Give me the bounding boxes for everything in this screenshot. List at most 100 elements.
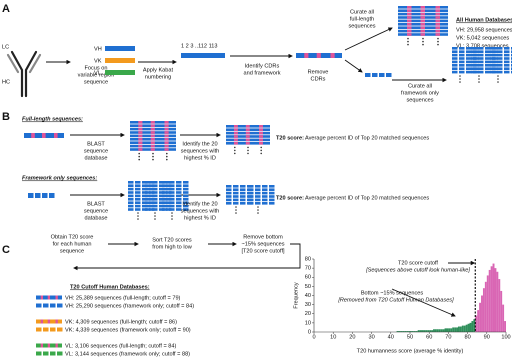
framework-piece bbox=[485, 57, 491, 60]
framework-piece bbox=[262, 191, 268, 195]
cdr bbox=[245, 135, 250, 138]
cdr bbox=[138, 131, 143, 134]
histogram-bar bbox=[471, 321, 474, 332]
label: All Human Databases: bbox=[456, 17, 512, 23]
framework-piece bbox=[490, 67, 496, 70]
framework-piece bbox=[248, 195, 254, 198]
label: framework only bbox=[401, 90, 439, 96]
label: 60 bbox=[305, 275, 311, 281]
antibody-icon bbox=[6, 50, 42, 98]
dot bbox=[459, 81, 461, 83]
dot bbox=[260, 149, 263, 152]
label: 20 bbox=[349, 334, 355, 340]
framework-piece bbox=[169, 208, 175, 211]
label: for each human bbox=[53, 241, 92, 247]
histogram-bar bbox=[421, 330, 424, 332]
label: numbering bbox=[145, 74, 171, 80]
framework-piece bbox=[269, 188, 275, 191]
framework-piece bbox=[128, 184, 134, 187]
histogram-bar bbox=[494, 268, 497, 332]
framework-piece bbox=[497, 67, 503, 70]
cdr bbox=[138, 144, 143, 148]
cdr bbox=[435, 26, 440, 29]
framework-piece bbox=[478, 70, 484, 74]
sequence-bar bbox=[181, 53, 225, 58]
framework-piece bbox=[478, 53, 484, 57]
framework-piece bbox=[169, 187, 175, 191]
framework-piece bbox=[176, 201, 182, 204]
framework-piece bbox=[166, 181, 172, 184]
dot bbox=[234, 152, 236, 155]
framework-piece bbox=[159, 208, 165, 211]
cdr bbox=[233, 128, 238, 131]
label: Bottom ~15% sequences bbox=[361, 290, 424, 296]
dot bbox=[138, 155, 140, 158]
framework-piece bbox=[497, 60, 503, 64]
cdr bbox=[47, 319, 51, 324]
framework-piece bbox=[233, 195, 239, 198]
histogram-bar bbox=[431, 330, 434, 332]
framework-piece bbox=[128, 198, 134, 201]
framework-piece bbox=[471, 53, 477, 57]
framework-piece bbox=[35, 193, 41, 198]
dot bbox=[171, 212, 173, 214]
cdr bbox=[435, 9, 440, 12]
dot bbox=[171, 215, 173, 217]
framework-piece bbox=[169, 184, 175, 187]
framework-piece bbox=[169, 194, 175, 198]
framework-piece bbox=[504, 47, 510, 50]
framework-piece bbox=[485, 70, 491, 74]
cdr bbox=[150, 124, 155, 127]
histogram-bar bbox=[456, 327, 458, 332]
framework-piece bbox=[169, 204, 175, 208]
cdr bbox=[435, 6, 440, 9]
label: sequence bbox=[60, 248, 84, 254]
cdr bbox=[164, 148, 169, 151]
cdr bbox=[150, 144, 155, 148]
cdr bbox=[420, 12, 425, 16]
label: Framework only sequences: bbox=[22, 175, 97, 181]
label: VL: 3,708 sequences bbox=[456, 43, 509, 49]
framework-piece bbox=[50, 303, 56, 308]
framework-piece bbox=[183, 194, 189, 198]
label: 80 bbox=[464, 334, 470, 340]
cdr bbox=[233, 131, 238, 135]
histogram-bar bbox=[429, 330, 432, 332]
framework-piece bbox=[269, 191, 275, 195]
framework-piece bbox=[459, 50, 465, 53]
framework-piece bbox=[152, 208, 158, 211]
framework-piece bbox=[162, 204, 168, 208]
framework-piece bbox=[459, 67, 465, 70]
dot bbox=[166, 152, 168, 155]
dot bbox=[154, 218, 156, 220]
framework-piece bbox=[149, 198, 155, 201]
framework-piece bbox=[162, 191, 168, 194]
histogram-bar bbox=[498, 279, 501, 332]
framework-piece bbox=[262, 202, 268, 205]
framework-piece bbox=[262, 195, 268, 198]
label: VL: 3,144 sequences (framework only; cut… bbox=[65, 351, 190, 357]
framework-piece bbox=[478, 57, 484, 60]
histogram-bar bbox=[496, 271, 499, 332]
histogram-bar bbox=[461, 325, 464, 332]
cdr bbox=[407, 26, 412, 29]
framework-piece bbox=[386, 73, 392, 77]
cdr bbox=[407, 23, 412, 26]
framework-piece bbox=[135, 181, 141, 184]
framework-piece bbox=[142, 204, 148, 208]
framework-piece bbox=[466, 53, 472, 57]
label: VH: 25,290 sequences (framework only; cu… bbox=[65, 303, 194, 309]
cdr bbox=[259, 138, 263, 142]
framework-piece bbox=[471, 47, 477, 50]
histogram-bar bbox=[415, 331, 418, 332]
label: BLAST bbox=[87, 141, 105, 147]
histogram-bar bbox=[417, 330, 420, 332]
framework-piece bbox=[183, 198, 189, 201]
histogram-bar bbox=[452, 327, 455, 332]
dot bbox=[437, 37, 439, 40]
annotation-arrow bbox=[391, 288, 456, 317]
framework-piece bbox=[262, 185, 268, 188]
framework-piece bbox=[471, 70, 477, 74]
label: 10 bbox=[330, 334, 336, 340]
cdr bbox=[435, 19, 440, 23]
